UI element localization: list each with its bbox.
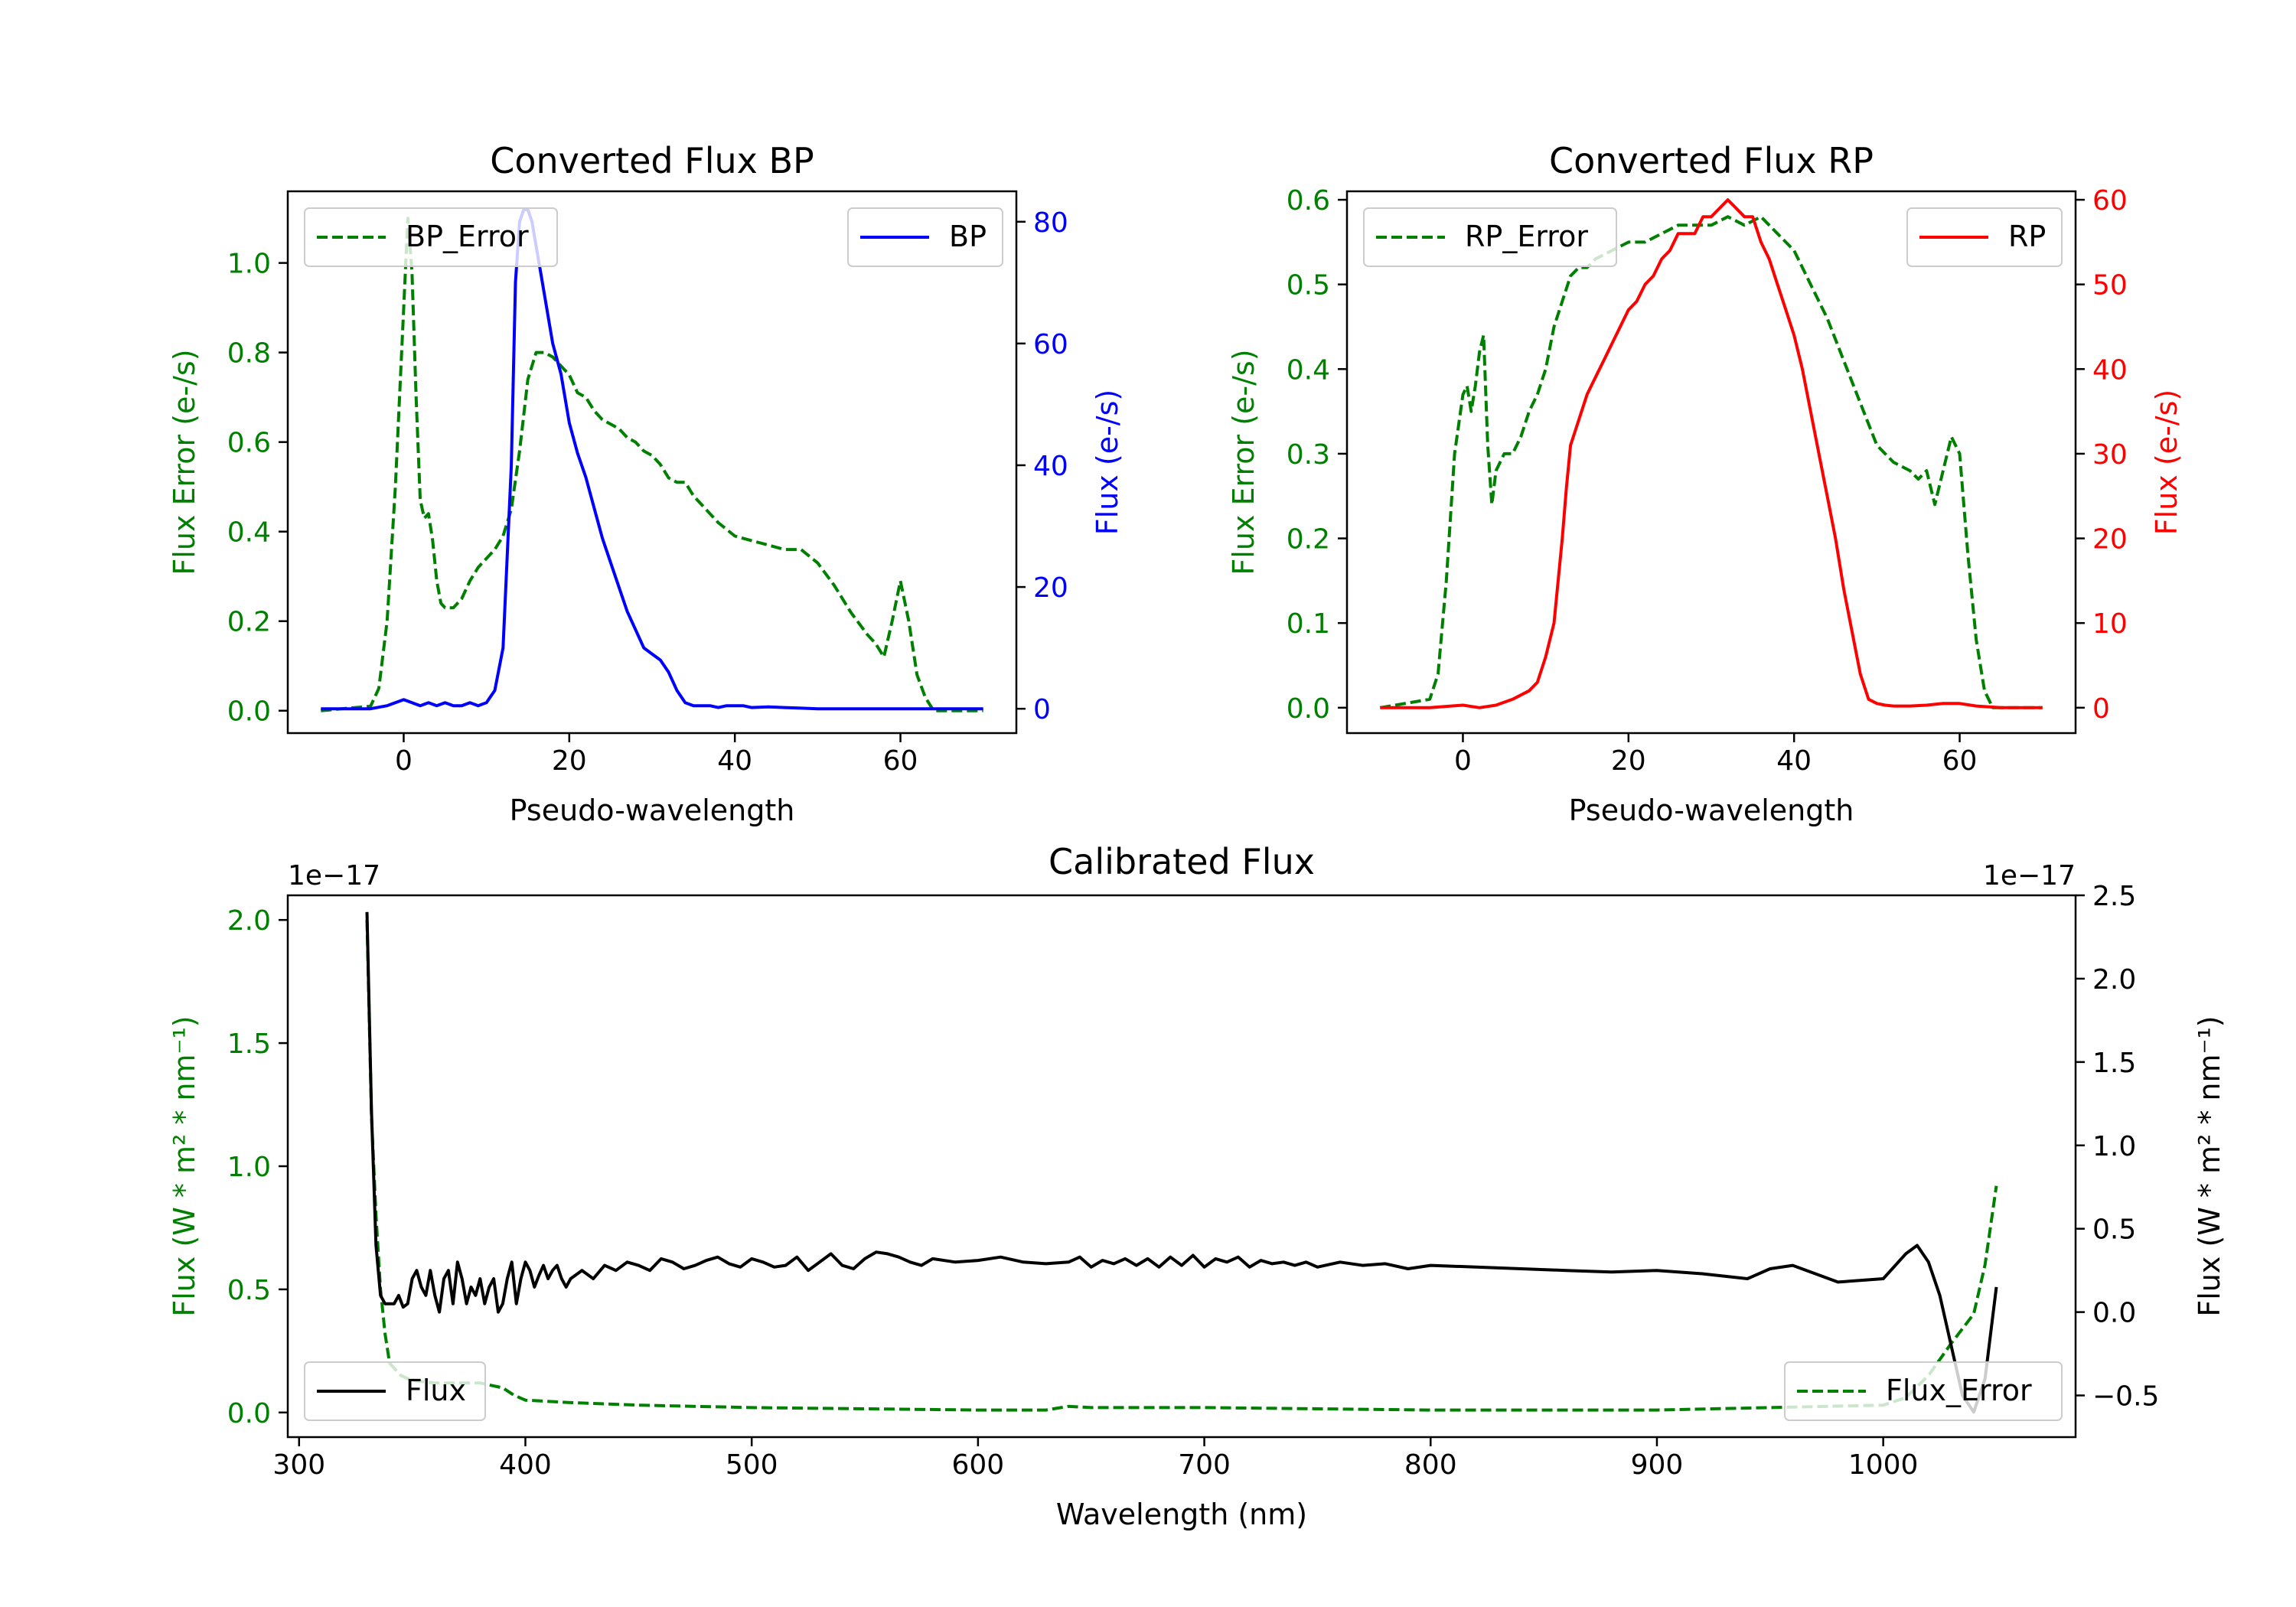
bp-error-legend: BP_Error [304, 207, 558, 267]
rp-rp-error-line [1379, 215, 2043, 709]
rp-plot-frame [1345, 190, 2077, 735]
rp-error-legend-box [1363, 207, 1617, 267]
rp-left-y-tick-label: 0.1 [1287, 608, 1330, 640]
calibrated-left-y-tick-label: 0.0 [227, 1398, 271, 1429]
calibrated-left-y-label: Flux (W * m² * nm⁻¹) [168, 1015, 201, 1316]
rp-left-y-tick-label: 0.6 [1287, 185, 1330, 217]
bp-x-tick-label: 60 [883, 745, 918, 777]
bp-title: Converted Flux BP [490, 140, 814, 181]
calibrated-error-legend-box [1784, 1361, 2063, 1421]
calibrated-right-y-tick-label: 1.5 [2092, 1048, 2136, 1079]
bp-right-y-tick-label: 0 [1033, 694, 1051, 725]
rp-x-tick-label: 40 [1776, 745, 1812, 777]
rp-x-tick-label: 20 [1611, 745, 1646, 777]
rp-right-y-tick-label: 50 [2092, 270, 2128, 302]
rp-right-y-tick-label: 20 [2092, 524, 2128, 556]
bp-left-y-tick-label: 1.0 [227, 249, 271, 280]
bp-left-y-tick-label: 0.0 [227, 696, 271, 728]
calibrated-right-y-tick-label: −0.5 [2092, 1381, 2159, 1413]
calibrated-panel: Calibrated Flux Wavelength (nm) Flux (W … [168, 841, 2226, 1531]
rp-right-y-tick-label: 40 [2092, 354, 2128, 386]
calibrated-left-y-tick-label: 0.5 [227, 1275, 271, 1306]
rp-right-y-tick-label: 60 [2092, 185, 2128, 217]
bp-right-y-tick-label: 80 [1033, 207, 1068, 239]
rp-left-y-tick-label: 0.0 [1287, 693, 1330, 725]
bp-right-y-tick-label: 20 [1033, 572, 1068, 604]
rp-error-legend: RP_Error [1363, 207, 1617, 267]
calibrated-x-tick-label: 1000 [1848, 1449, 1919, 1481]
rp-right-y-label: Flux (e-/s) [2150, 390, 2183, 535]
bp-bp-line [321, 207, 983, 711]
bp-x-tick-label: 40 [717, 745, 752, 777]
calibrated-right-offset: 1e−17 [1983, 860, 2076, 892]
calibrated-left-offset: 1e−17 [288, 860, 380, 892]
bp-bp-error-line [321, 217, 983, 712]
calibrated-right-y-tick-label: 1.0 [2092, 1131, 2136, 1162]
rp-right-y-tick-label: 10 [2092, 608, 2128, 640]
bp-lines [321, 207, 983, 712]
calibrated-left-y-tick-label: 2.0 [227, 905, 271, 937]
calibrated-x-tick-label: 800 [1404, 1449, 1457, 1481]
calibrated-x-label: Wavelength (nm) [1056, 1498, 1307, 1531]
bp-right-y-tick-label: 40 [1033, 451, 1068, 482]
calibrated-right-y-label: Flux (W * m² * nm⁻¹) [2193, 1015, 2226, 1316]
bp-legend: BP [847, 207, 1003, 267]
bp-error-legend-label: BP_Error [406, 220, 529, 253]
bp-error-legend-box [304, 207, 558, 267]
bp-ticks: 0 20 40 60 0.0 0.2 0.4 0.6 0.8 1.0 0 20 40 60 80 [227, 207, 1068, 777]
calibrated-flux-line [365, 911, 1998, 1414]
bp-left-y-tick-label: 0.8 [227, 338, 271, 370]
bp-left-y-tick-label: 0.4 [227, 517, 271, 549]
rp-left-y-tick-label: 0.3 [1287, 439, 1330, 471]
rp-left-y-tick-label: 0.5 [1287, 270, 1330, 302]
rp-error-legend-label: RP_Error [1465, 220, 1588, 253]
calibrated-flux-legend-box [304, 1361, 486, 1421]
rp-right-y-tick-label: 0 [2092, 693, 2110, 725]
rp-lines [1379, 198, 2043, 709]
calibrated-right-y-tick-label: 0.5 [2092, 1214, 2136, 1246]
bp-left-y-tick-label: 0.6 [227, 428, 271, 459]
bp-right-y-label: Flux (e-/s) [1091, 390, 1124, 535]
rp-x-tick-label: 0 [1454, 745, 1472, 777]
calibrated-x-tick-label: 900 [1631, 1449, 1684, 1481]
rp-title: Converted Flux RP [1549, 140, 1874, 181]
rp-left-y-tick-label: 0.2 [1287, 524, 1330, 556]
rp-x-label: Pseudo-wavelength [1569, 794, 1854, 827]
bp-x-tick-label: 20 [552, 745, 587, 777]
rp-right-y-tick-label: 30 [2092, 439, 2128, 471]
calibrated-ticks: 300 400 500 600 700 800 900 1000 0.0 0.5 1.0 1.5 2.0… [227, 881, 2160, 1481]
bp-x-tick-label: 0 [395, 745, 413, 777]
rp-legend: RP [1906, 207, 2063, 267]
rp-ticks: 0 20 40 60 0.0 0.1 0.2 0.3 0.4 0.5 0.6 0 10 20 30 40 50 6… [1287, 185, 2128, 777]
rp-legend-label: RP [2008, 220, 2046, 253]
calibrated-error-legend-label: Flux_Error [1886, 1374, 2032, 1407]
calibrated-flux-legend: Flux [304, 1361, 486, 1421]
bp-right-y-tick-label: 60 [1033, 329, 1068, 360]
rp-rp-line [1380, 198, 2043, 709]
bp-panel: Converted Flux BP Pseudo-wavelength Flux… [168, 140, 1124, 827]
bp-plot-frame [286, 190, 1018, 735]
calibrated-left-y-tick-label: 1.0 [227, 1152, 271, 1183]
rp-left-y-tick-label: 0.4 [1287, 354, 1330, 386]
rp-x-tick-label: 60 [1942, 745, 1978, 777]
calibrated-error-legend: Flux_Error [1784, 1361, 2063, 1421]
bp-left-y-tick-label: 0.2 [227, 607, 271, 638]
bp-legend-label: BP [949, 220, 987, 253]
rp-left-y-label: Flux Error (e-/s) [1227, 349, 1261, 575]
bp-x-label: Pseudo-wavelength [510, 794, 795, 827]
calibrated-flux-legend-label: Flux [406, 1374, 466, 1407]
calibrated-right-y-tick-label: 2.5 [2092, 881, 2136, 912]
calibrated-title: Calibrated Flux [1049, 841, 1315, 882]
calibrated-x-tick-label: 300 [272, 1449, 325, 1481]
calibrated-x-tick-label: 600 [952, 1449, 1005, 1481]
rp-panel: Converted Flux RP Pseudo-wavelength Flux… [1227, 140, 2183, 827]
calibrated-right-y-tick-label: 2.0 [2092, 964, 2136, 996]
bp-left-y-label: Flux Error (e-/s) [168, 349, 201, 575]
calibrated-x-tick-label: 500 [726, 1449, 778, 1481]
calibrated-x-tick-label: 700 [1178, 1449, 1231, 1481]
calibrated-left-y-tick-label: 1.5 [227, 1028, 271, 1060]
calibrated-x-tick-label: 400 [499, 1449, 552, 1481]
calibrated-right-y-tick-label: 0.0 [2092, 1298, 2136, 1329]
